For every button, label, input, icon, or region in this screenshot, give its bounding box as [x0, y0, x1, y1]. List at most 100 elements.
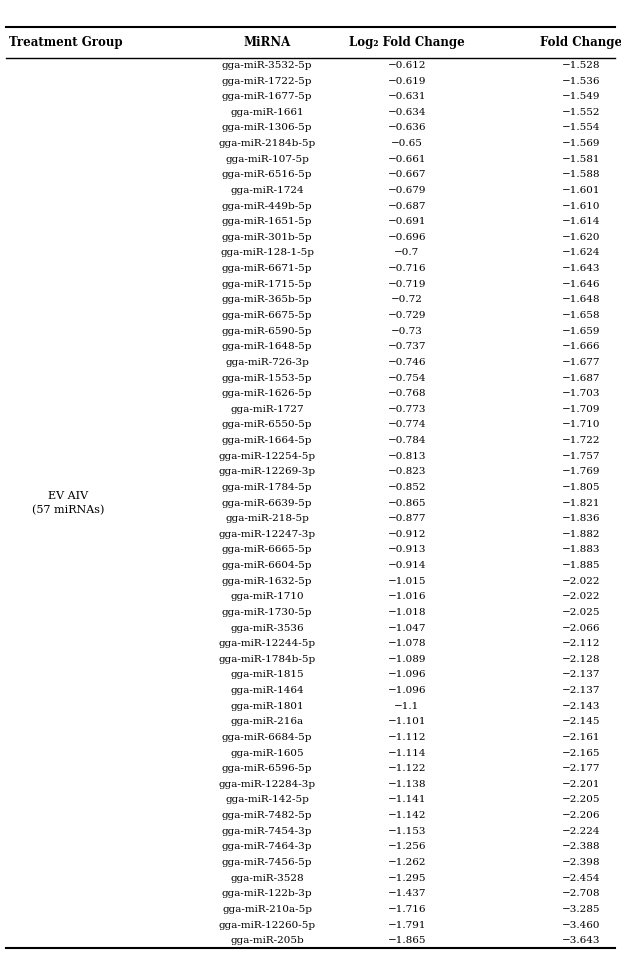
Text: gga-miR-449b-5p: gga-miR-449b-5p	[222, 202, 312, 210]
Text: gga-miR-3536: gga-miR-3536	[230, 624, 304, 633]
Text: gga-miR-1730-5p: gga-miR-1730-5p	[222, 608, 312, 617]
Text: gga-miR-1710: gga-miR-1710	[230, 592, 304, 601]
Text: −1.882: −1.882	[561, 530, 600, 539]
Text: −1.666: −1.666	[561, 343, 600, 351]
Text: −2.112: −2.112	[561, 639, 600, 648]
Text: −1.262: −1.262	[388, 858, 426, 867]
Text: gga-miR-12254-5p: gga-miR-12254-5p	[219, 451, 315, 461]
Text: gga-miR-12269-3p: gga-miR-12269-3p	[219, 468, 315, 476]
Text: gga-miR-1648-5p: gga-miR-1648-5p	[222, 343, 312, 351]
Text: gga-miR-6590-5p: gga-miR-6590-5p	[222, 326, 312, 336]
Text: −1.528: −1.528	[561, 60, 600, 70]
Text: −2.454: −2.454	[561, 874, 600, 882]
Text: gga-miR-1661: gga-miR-1661	[230, 108, 304, 117]
Text: −0.716: −0.716	[388, 264, 426, 273]
Text: −2.224: −2.224	[561, 827, 600, 836]
Text: −0.719: −0.719	[388, 279, 426, 289]
Text: −2.165: −2.165	[561, 749, 600, 757]
Text: −0.754: −0.754	[388, 373, 426, 382]
Text: −2.201: −2.201	[561, 780, 600, 789]
Text: gga-miR-12260-5p: gga-miR-12260-5p	[219, 921, 315, 929]
Text: −1.569: −1.569	[561, 139, 600, 148]
Text: −1.791: −1.791	[388, 921, 426, 929]
Text: −1.722: −1.722	[561, 436, 600, 445]
Text: −1.096: −1.096	[388, 686, 426, 695]
Text: gga-miR-142-5p: gga-miR-142-5p	[225, 796, 309, 804]
Text: −2.143: −2.143	[561, 702, 600, 710]
Text: gga-miR-218-5p: gga-miR-218-5p	[225, 515, 309, 523]
Text: −2.022: −2.022	[561, 577, 600, 586]
Text: −0.73: −0.73	[391, 326, 423, 336]
Text: −2.128: −2.128	[561, 655, 600, 663]
Text: −0.65: −0.65	[391, 139, 423, 148]
Text: gga-miR-1715-5p: gga-miR-1715-5p	[222, 279, 312, 289]
Text: −0.865: −0.865	[388, 498, 426, 508]
Text: −1.757: −1.757	[561, 451, 600, 461]
Text: gga-miR-3528: gga-miR-3528	[230, 874, 304, 882]
Text: −1.659: −1.659	[561, 326, 600, 336]
Text: gga-miR-1727: gga-miR-1727	[230, 405, 304, 414]
Text: −1.437: −1.437	[388, 889, 426, 899]
Text: gga-miR-7464-3p: gga-miR-7464-3p	[222, 842, 312, 852]
Text: gga-miR-1815: gga-miR-1815	[230, 670, 304, 680]
Text: −1.836: −1.836	[561, 515, 600, 523]
Text: −1.101: −1.101	[388, 717, 426, 727]
Text: gga-miR-301b-5p: gga-miR-301b-5p	[222, 233, 312, 242]
Text: gga-miR-6596-5p: gga-miR-6596-5p	[222, 764, 312, 773]
Text: gga-miR-1553-5p: gga-miR-1553-5p	[222, 373, 312, 382]
Text: Treatment Group: Treatment Group	[9, 36, 123, 49]
Text: −1.677: −1.677	[561, 358, 600, 367]
Text: −1.716: −1.716	[388, 905, 426, 914]
Text: −0.7: −0.7	[394, 249, 419, 257]
Text: −1.643: −1.643	[561, 264, 600, 273]
Text: −1.610: −1.610	[561, 202, 600, 210]
Text: −1.646: −1.646	[561, 279, 600, 289]
Text: −0.667: −0.667	[388, 170, 426, 180]
Text: −1.885: −1.885	[561, 561, 600, 570]
Text: −0.912: −0.912	[388, 530, 426, 539]
Text: gga-miR-7454-3p: gga-miR-7454-3p	[222, 827, 312, 836]
Text: −2.398: −2.398	[561, 858, 600, 867]
Text: −1.141: −1.141	[388, 796, 426, 804]
Text: gga-miR-1605: gga-miR-1605	[230, 749, 304, 757]
Text: −0.746: −0.746	[388, 358, 426, 367]
Text: −2.206: −2.206	[561, 811, 600, 820]
Text: −1.883: −1.883	[561, 545, 600, 555]
Text: gga-miR-107-5p: gga-miR-107-5p	[225, 155, 309, 164]
Text: −2.388: −2.388	[561, 842, 600, 852]
Text: gga-miR-1784b-5p: gga-miR-1784b-5p	[219, 655, 315, 663]
Text: −1.552: −1.552	[561, 108, 600, 117]
Text: −2.177: −2.177	[561, 764, 600, 773]
Text: −1.089: −1.089	[388, 655, 426, 663]
Text: −1.709: −1.709	[561, 405, 600, 414]
Text: gga-miR-6639-5p: gga-miR-6639-5p	[222, 498, 312, 508]
Text: −1.710: −1.710	[561, 420, 600, 429]
Text: −2.145: −2.145	[561, 717, 600, 727]
Text: gga-miR-1677-5p: gga-miR-1677-5p	[222, 92, 312, 101]
Text: gga-miR-3532-5p: gga-miR-3532-5p	[222, 60, 312, 70]
Text: −1.865: −1.865	[388, 936, 426, 946]
Text: −1.114: −1.114	[388, 749, 426, 757]
Text: −1.138: −1.138	[388, 780, 426, 789]
Text: −0.914: −0.914	[388, 561, 426, 570]
Text: gga-miR-12247-3p: gga-miR-12247-3p	[219, 530, 315, 539]
Text: −1.687: −1.687	[561, 373, 600, 382]
Text: gga-miR-6516-5p: gga-miR-6516-5p	[222, 170, 312, 180]
Text: −2.205: −2.205	[561, 796, 600, 804]
Text: gga-miR-1801: gga-miR-1801	[230, 702, 304, 710]
Text: −1.096: −1.096	[388, 670, 426, 680]
Text: −1.1: −1.1	[394, 702, 419, 710]
Text: −0.823: −0.823	[388, 468, 426, 476]
Text: gga-miR-1664-5p: gga-miR-1664-5p	[222, 436, 312, 445]
Text: −0.852: −0.852	[388, 483, 426, 492]
Text: −1.549: −1.549	[561, 92, 600, 101]
Text: −2.137: −2.137	[561, 686, 600, 695]
Text: −2.066: −2.066	[561, 624, 600, 633]
Text: −0.729: −0.729	[388, 311, 426, 320]
Text: gga-miR-1306-5p: gga-miR-1306-5p	[222, 124, 312, 132]
Text: gga-miR-210a-5p: gga-miR-210a-5p	[222, 905, 312, 914]
Text: −0.737: −0.737	[388, 343, 426, 351]
Text: −1.624: −1.624	[561, 249, 600, 257]
Text: −0.661: −0.661	[388, 155, 426, 164]
Text: −1.554: −1.554	[561, 124, 600, 132]
